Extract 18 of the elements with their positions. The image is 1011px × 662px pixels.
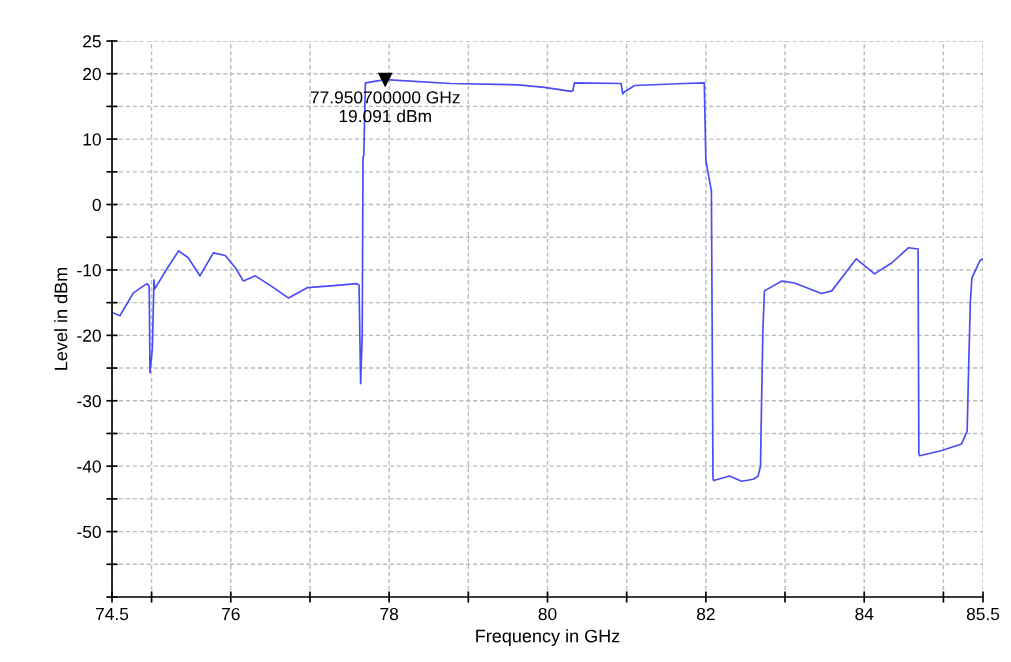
x-tick-label: 84 [855,607,874,621]
y-tick-label: 25 [83,35,101,48]
x-axis-title: Frequency in GHz [476,629,620,646]
y-axis-title: Level in dBm [54,268,68,370]
y-tick-label: -50 [77,525,101,539]
x-tick-label: 85.5 [966,607,1000,621]
y-tick-label: 10 [83,133,101,146]
y-tick-label: -20 [77,329,101,342]
y-tick-label: 20 [83,67,101,81]
y-tick-label: 0 [92,198,101,211]
x-tick-label: 74.5 [96,608,129,621]
y-tick-label: -30 [77,394,101,408]
y-tick-label: -10 [77,264,101,277]
x-tick-label: 76 [222,607,240,621]
x-tick-label: 78 [380,607,399,621]
y-tick-label: -40 [77,460,101,473]
x-tick-label: 80 [538,607,557,621]
x-tick-label: 82 [696,607,715,621]
